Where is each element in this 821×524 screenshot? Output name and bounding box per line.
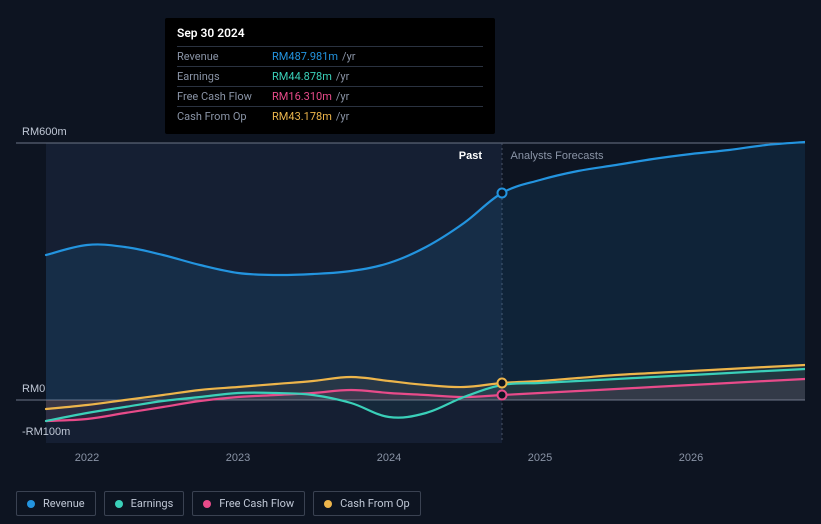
svg-text:Analysts Forecasts: Analysts Forecasts xyxy=(511,150,604,162)
tooltip-row-label: Revenue xyxy=(177,50,272,63)
legend-item-label: Free Cash Flow xyxy=(219,497,294,510)
chart-svg: RM600m RM0 -RM100m Past Analysts Forecasts 20… xyxy=(16,125,805,475)
chart-legend: Revenue Earnings Free Cash Flow Cash From O… xyxy=(16,491,421,516)
legend-item[interactable]: Earnings xyxy=(104,491,185,516)
tooltip-row-unit: /yr xyxy=(342,50,355,63)
svg-text:2024: 2024 xyxy=(377,452,401,464)
financial-chart: RM600m RM0 -RM100m Past Analysts Forecasts 20… xyxy=(16,125,805,475)
svg-text:-RM100m: -RM100m xyxy=(22,426,70,438)
tooltip-row-value: RM44.878m xyxy=(272,70,332,83)
tooltip-row-value: RM43.178m xyxy=(272,110,332,123)
legend-item[interactable]: Cash From Op xyxy=(313,491,421,516)
tooltip-date: Sep 30 2024 xyxy=(177,26,483,40)
legend-item[interactable]: Revenue xyxy=(16,491,96,516)
legend-item-label: Cash From Op xyxy=(340,497,410,510)
chart-tooltip: Sep 30 2024 RevenueRM487.981m/yrEarnings… xyxy=(165,18,495,134)
legend-dot-icon xyxy=(115,500,123,508)
tooltip-row-unit: /yr xyxy=(336,90,349,103)
tooltip-row-label: Free Cash Flow xyxy=(177,90,272,103)
tooltip-row-label: Cash From Op xyxy=(177,110,272,123)
svg-text:2023: 2023 xyxy=(226,452,250,464)
legend-item[interactable]: Free Cash Flow xyxy=(192,491,305,516)
svg-text:Past: Past xyxy=(459,150,483,162)
tooltip-row-unit: /yr xyxy=(336,110,349,123)
tooltip-row-value: RM487.981m xyxy=(272,50,338,63)
tooltip-row: RevenueRM487.981m/yr xyxy=(177,46,483,66)
legend-dot-icon xyxy=(27,500,35,508)
tooltip-row: Free Cash FlowRM16.310m/yr xyxy=(177,86,483,106)
tooltip-row-label: Earnings xyxy=(177,70,272,83)
svg-text:RM0: RM0 xyxy=(22,383,45,395)
svg-text:2026: 2026 xyxy=(679,452,703,464)
legend-dot-icon xyxy=(203,500,211,508)
legend-item-label: Earnings xyxy=(131,497,174,510)
svg-text:RM600m: RM600m xyxy=(22,126,67,138)
legend-dot-icon xyxy=(324,500,332,508)
svg-text:2025: 2025 xyxy=(528,452,552,464)
tooltip-row: Cash From OpRM43.178m/yr xyxy=(177,106,483,126)
tooltip-row-value: RM16.310m xyxy=(272,90,332,103)
tooltip-row-unit: /yr xyxy=(336,70,349,83)
legend-item-label: Revenue xyxy=(43,497,85,510)
tooltip-row: EarningsRM44.878m/yr xyxy=(177,66,483,86)
svg-text:2022: 2022 xyxy=(75,452,99,464)
